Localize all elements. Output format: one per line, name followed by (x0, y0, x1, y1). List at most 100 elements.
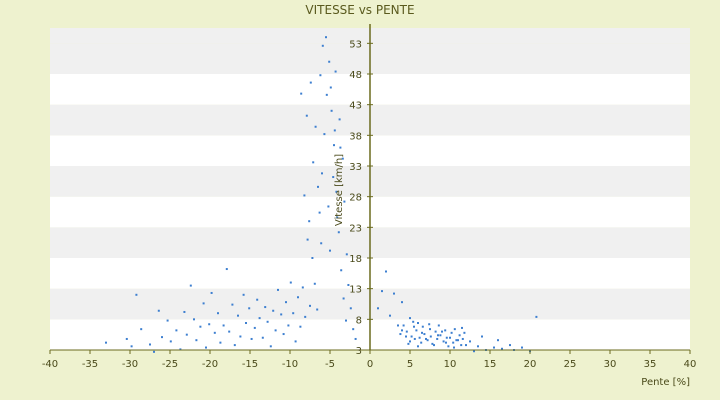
data-point (450, 331, 453, 334)
data-point (285, 301, 287, 304)
data-point (274, 329, 277, 332)
data-point (338, 118, 341, 121)
data-point (297, 296, 299, 299)
data-point (289, 281, 292, 284)
data-point (433, 344, 435, 347)
data-point (509, 344, 511, 347)
x-tick-label: 5 (407, 359, 413, 370)
data-point (421, 325, 424, 328)
data-point (261, 336, 264, 339)
data-point (418, 336, 421, 339)
data-point (461, 337, 464, 340)
data-point (437, 334, 439, 337)
data-point (342, 297, 345, 300)
data-point (287, 324, 290, 327)
data-point (458, 334, 461, 337)
data-point (442, 340, 445, 343)
data-point (445, 341, 447, 344)
x-tick-label: 30 (604, 359, 617, 370)
y-tick-label: 33 (349, 162, 362, 173)
y-tick-label: 48 (349, 70, 362, 81)
y-tick-label: 3 (356, 346, 362, 357)
x-tick-label: 10 (444, 359, 457, 370)
data-point (225, 268, 228, 271)
data-point (166, 319, 169, 322)
data-point (316, 308, 319, 311)
data-point (336, 216, 339, 219)
data-point (340, 269, 343, 272)
data-point (303, 194, 306, 197)
data-point (258, 317, 261, 320)
data-point (205, 346, 207, 349)
data-point (228, 330, 231, 333)
data-point (219, 341, 222, 344)
data-point (321, 172, 323, 175)
data-point (309, 81, 312, 84)
data-point (314, 125, 317, 128)
data-point (317, 185, 319, 188)
data-point (305, 114, 308, 117)
data-point (161, 336, 163, 339)
data-point (308, 220, 311, 223)
y-tick-label: 23 (349, 223, 362, 234)
data-point (253, 326, 256, 329)
data-point (481, 335, 483, 338)
y-tick-label: 13 (349, 285, 362, 296)
data-point (135, 293, 138, 296)
data-point (497, 339, 499, 342)
data-point (222, 324, 225, 327)
data-point (294, 340, 297, 343)
data-point (323, 133, 326, 136)
data-point (455, 339, 458, 342)
data-point (421, 331, 423, 334)
y-axis-label: Vitesse [km/h] (334, 154, 345, 226)
data-point (412, 320, 415, 323)
y-tick-label: 53 (349, 39, 362, 50)
data-point (429, 335, 432, 338)
data-point (409, 317, 411, 320)
data-point (306, 238, 309, 241)
x-tick-label: -10 (282, 359, 298, 370)
y-tick-label: 28 (349, 193, 362, 204)
data-point (328, 60, 331, 63)
data-point (431, 342, 434, 345)
data-points (105, 36, 538, 353)
data-point (334, 70, 337, 73)
data-point (333, 144, 335, 147)
data-point (264, 306, 267, 309)
data-point (409, 340, 411, 343)
data-point (460, 344, 463, 347)
x-tick-label: -30 (122, 359, 138, 370)
x-tick-label: 25 (564, 359, 577, 370)
data-point (210, 291, 213, 294)
data-point (389, 314, 391, 317)
data-point (311, 257, 314, 259)
data-point (377, 307, 379, 310)
data-point (469, 340, 471, 343)
y-tick-label: 43 (349, 101, 362, 112)
data-point (417, 322, 419, 325)
data-point (277, 288, 279, 291)
data-point (239, 335, 242, 338)
data-point (301, 286, 304, 289)
data-point (426, 339, 429, 342)
data-point (337, 231, 340, 234)
x-tick-label: -40 (42, 359, 58, 370)
data-point (245, 322, 247, 325)
data-point (140, 328, 143, 331)
data-point (343, 200, 346, 203)
x-ticks: -40 -35 -30 -25 -20 -15 -10 -5 0 5 10 15 20 25 30 35 40 (42, 350, 696, 370)
data-point (183, 310, 186, 313)
data-point (319, 74, 322, 77)
data-point (105, 341, 107, 344)
x-tick-label: 0 (367, 359, 373, 370)
data-point (354, 337, 357, 340)
data-point (321, 44, 324, 47)
y-tick-label: 8 (356, 315, 362, 326)
data-point (333, 129, 336, 132)
data-point (233, 344, 236, 347)
x-tick-label: -5 (325, 359, 335, 370)
data-point (461, 326, 463, 329)
data-point (217, 312, 219, 315)
